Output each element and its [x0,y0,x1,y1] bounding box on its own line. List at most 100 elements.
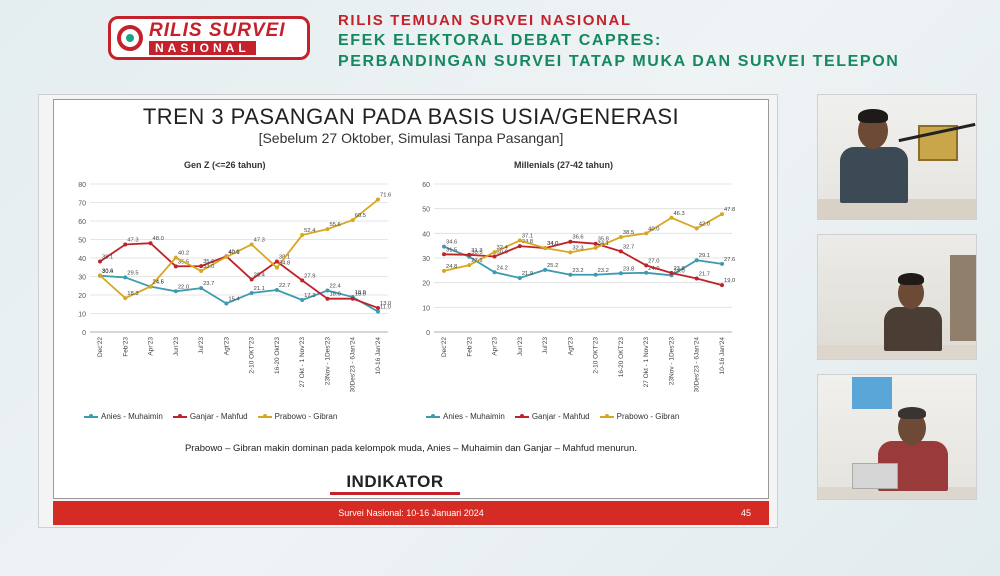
legend-label-prabowo: Prabowo - Gibran [274,412,338,421]
series-line-anies [99,274,379,313]
data-label-prabowo: 46.3 [673,211,684,217]
headline-line-3: PERBANDINGAN SURVEI TATAP MUKA DAN SURVE… [338,53,900,70]
data-point-ganjar [467,252,472,257]
series-line-prabowo [443,213,723,272]
data-label-prabowo: 24.6 [153,279,164,285]
headline-line-2: EFEK ELEKTORAL DEBAT CAPRES: [338,32,662,49]
data-point-prabowo [467,263,472,268]
data-point-ganjar [644,263,649,268]
legend-swatch-anies [84,413,98,418]
legend-label-ganjar: Ganjar - Mahfud [531,412,590,421]
y-tick-label: 50 [78,238,86,245]
data-label-anies: 29.5 [127,270,138,276]
y-tick-label: 20 [78,293,86,300]
data-label-anies: 30.4 [102,269,114,275]
data-label-anies: 22.7 [279,283,290,289]
page-number: 45 [740,508,751,518]
data-point-prabowo [249,242,254,247]
data-point-ganjar [694,276,699,281]
footer-text: Survei Nasional: 10-16 Januari 2024 [338,508,484,518]
legend-item-anies: Anies - Muhaimin [426,412,505,421]
slide-note: Prabowo – Gibran makin dominan pada kelo… [184,443,638,454]
data-label-prabowo: 34.1 [598,241,609,247]
x-tick-label: 10-16 Jan'24 [375,337,382,375]
data-point-prabowo [98,273,102,278]
data-point-prabowo [517,238,522,243]
chart-genz: 0 10 20 30 40 50 60 70 80 Dec'22 Feb'23 Apr'23 Jun'2… [78,182,391,392]
data-point-ganjar [173,264,178,269]
data-point-prabowo [618,235,623,240]
data-point-anies [543,267,548,272]
legend-item-ganjar: Ganjar - Mahfud [172,412,248,421]
data-point-anies [442,244,446,249]
data-label-ganjar: 32.7 [623,244,634,250]
data-point-prabowo [644,231,649,236]
y-tick-label: 40 [422,231,430,238]
series-line-prabowo [99,198,379,300]
data-label-ganjar: 35.6 [203,259,214,265]
data-label-prabowo: 55.6 [329,222,340,228]
headline: RILIS TEMUAN SURVEI NASIONAL EFEK ELEKTO… [338,12,899,71]
data-label-prabowo: 60.5 [355,213,366,219]
data-label-ganjar: 28.4 [254,272,266,278]
slide-content: TREN 3 PASANGAN PADA BASIS USIA/GENERASI… [53,99,769,499]
data-point-ganjar [517,244,522,249]
data-label-anies: 27.6 [724,257,735,263]
y-tick-label: 60 [78,219,86,226]
chart-millenials-legend: Anies - Muhaimin Ganjar - Mahfud Prabowo… [426,412,679,421]
data-point-ganjar [720,283,724,288]
x-tick-label: Dec'22 [441,337,448,357]
data-label-ganjar: 18.0 [355,292,366,298]
logo-bottom-text: NASIONAL [149,40,256,55]
x-tick-label: Jun'23 [517,337,524,356]
legend-item-ganjar: Ganjar - Mahfud [514,412,590,421]
data-point-prabowo [325,227,330,232]
x-tick-label: Feb'23 [466,337,473,357]
data-point-prabowo [720,212,724,217]
x-tick-label: 16-20 OKT'23 [618,337,625,378]
y-tick-label: 60 [422,182,430,189]
y-tick-label: 70 [78,201,86,208]
data-point-prabowo [148,284,153,289]
data-label-prabowo: 34.8 [279,261,290,267]
data-label-prabowo: 34.0 [547,241,558,247]
data-point-anies [123,275,128,280]
legend-label-ganjar: Ganjar - Mahfud [189,412,248,421]
y-tick-label: 80 [78,182,86,189]
series-line-ganjar [99,242,379,309]
logo-top-text: RILIS SURVEI [149,19,286,41]
data-label-prabowo: 47.3 [254,237,265,243]
data-point-prabowo [669,215,674,220]
survey-logo: RILIS SURVEI NASIONAL [108,16,310,60]
y-tick-label: 10 [422,305,430,312]
data-point-ganjar [669,271,674,276]
data-point-ganjar [300,278,305,283]
data-label-ganjar: 27.0 [648,258,659,264]
data-point-prabowo [300,233,305,238]
data-point-prabowo [568,250,573,255]
data-point-prabowo [492,250,497,255]
data-point-ganjar [325,296,330,301]
data-point-prabowo [224,254,229,259]
data-point-ganjar [148,241,153,246]
data-point-prabowo [350,218,355,223]
y-tick-label: 30 [422,256,430,263]
data-point-ganjar [350,296,355,301]
data-label-prabowo: 71.6 [380,193,391,199]
data-label-anies: 25.2 [547,263,558,269]
data-label-prabowo: 42.0 [699,221,710,227]
data-point-prabowo [123,296,128,301]
data-point-ganjar [442,252,446,257]
data-label-anies: 34.6 [446,240,457,246]
data-label-prabowo: 24.8 [446,264,457,270]
legend-item-prabowo: Prabowo - Gibran [599,412,679,421]
data-point-ganjar [274,259,279,264]
data-label-prabowo: 37.1 [522,233,533,239]
slide-subtitle: [Sebelum 27 Oktober, Simulasi Tanpa Pasa… [258,130,564,146]
data-point-anies [694,258,699,263]
data-label-ganjar: 19.0 [724,278,735,284]
data-point-anies [274,288,279,293]
legend-swatch-ganjar [514,413,529,418]
y-tick-label: 50 [422,207,430,214]
chart-millenials-title: Millenials (27-42 tahun) [514,160,614,170]
